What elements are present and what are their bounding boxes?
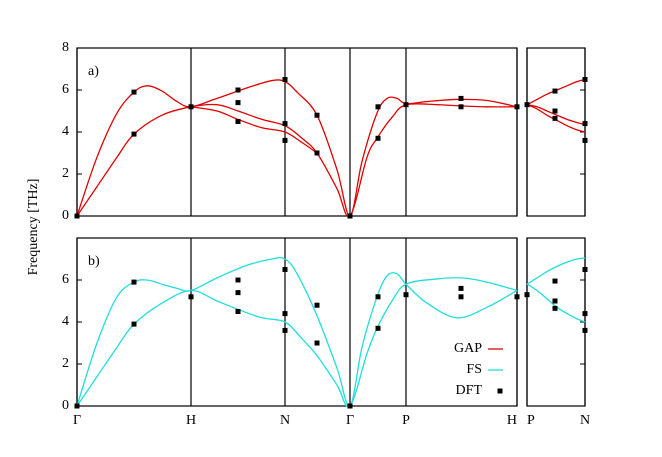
dft-point [314,150,320,156]
dft-point [235,290,241,296]
dft-point [282,311,288,317]
legend-label: DFT [456,383,483,398]
dft-point [74,213,80,219]
dft-point [458,285,464,291]
x-tick-label: P [402,413,410,428]
dft-point [131,131,137,137]
dft-point [582,327,588,333]
dft-point [282,77,288,82]
dft-point [552,305,558,311]
y-tick-label: 0 [62,208,69,223]
dft-point [282,137,288,143]
y-tick-label: 2 [62,166,69,181]
dft-point [188,104,194,110]
legend-symbol [497,388,503,394]
dispersion-curve [190,106,318,154]
x-tick-label: P [527,413,535,428]
dft-point [235,309,241,314]
x-tick-label: N [280,413,290,428]
plot-frame [526,237,586,407]
dft-point [458,104,464,110]
y-tick-label: 4 [62,124,69,139]
dft-point [235,277,241,283]
panel-label: a) [88,64,99,79]
dft-point [524,292,530,298]
plot-frame [76,47,518,217]
dispersion-curve [526,104,586,126]
dft-point [282,327,288,333]
dft-point [582,77,588,82]
x-tick-label: H [186,413,196,428]
dft-point [458,294,464,300]
y-tick-label: 6 [62,82,69,97]
plot-frame [76,237,518,407]
panel-label: b) [88,254,100,269]
dft-point [582,311,588,317]
dispersion-curve [76,79,518,217]
dispersion-curve [76,277,518,408]
dft-point [347,213,353,219]
x-tick-label: N [580,413,590,428]
dft-point [131,89,137,95]
plot-frame [526,47,586,217]
dft-point [347,403,353,409]
dft-point [514,104,520,110]
dft-point [131,321,137,327]
x-tick-label: Γ [73,413,81,428]
dft-point [74,403,80,409]
y-tick-label: 8 [62,40,69,55]
dft-point [514,294,520,300]
dft-point [552,108,558,114]
dft-point [235,119,241,124]
dft-point [314,112,320,118]
legend-label: FS [466,362,482,377]
dft-point [131,279,137,285]
y-tick-label: 2 [62,356,69,371]
dispersion-curve [76,103,518,218]
dft-point [188,294,194,300]
dft-point [403,292,409,298]
dft-point [582,267,588,272]
dft-point [235,100,241,106]
x-tick-label: Γ [346,413,354,428]
dft-point [552,88,558,94]
dft-point [552,278,558,284]
dft-point [314,302,320,308]
y-tick-label: 4 [62,314,69,329]
dft-point [282,121,288,127]
dft-point [375,294,381,300]
dft-point [375,135,381,141]
dft-point [582,137,588,143]
dft-point [458,95,464,101]
dft-point [524,102,530,108]
dft-point [314,340,320,346]
legend-label: GAP [454,341,482,356]
dft-point [552,115,558,121]
y-tick-label: 0 [62,398,69,413]
y-axis-label: Frequency [THz] [26,179,41,276]
dft-point [582,121,588,127]
dft-point [375,325,381,331]
y-tick-label: 6 [62,272,69,287]
dispersion-curve [526,257,586,285]
dispersion-curve [76,256,518,407]
x-tick-label: H [507,413,517,428]
dft-point [403,102,409,108]
dft-point [375,104,381,110]
dft-point [552,298,558,304]
dft-point [282,267,288,272]
dft-point [235,87,241,93]
